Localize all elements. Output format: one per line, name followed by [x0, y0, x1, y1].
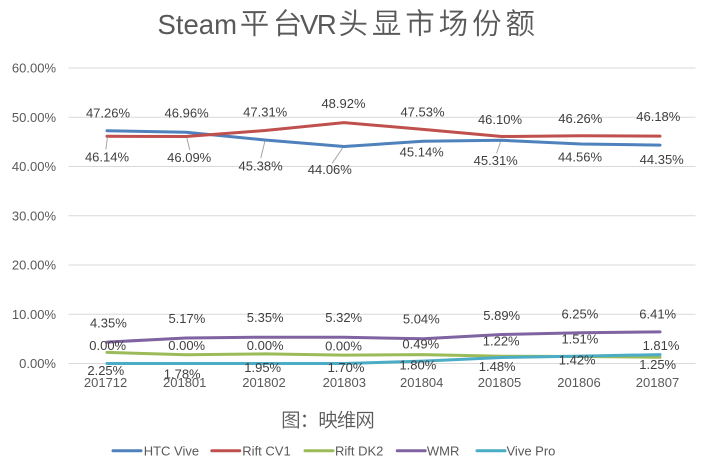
- svg-text:1.42%: 1.42%: [559, 353, 596, 368]
- svg-text:Rift DK2: Rift DK2: [335, 443, 383, 458]
- svg-text:44.35%: 44.35%: [640, 152, 685, 167]
- svg-text:46.26%: 46.26%: [558, 111, 603, 126]
- svg-text:VR: VR: [300, 9, 336, 40]
- svg-text:45.14%: 45.14%: [400, 145, 445, 160]
- svg-text:201712: 201712: [84, 375, 127, 390]
- svg-text:47.53%: 47.53%: [400, 105, 445, 120]
- svg-text:10.00%: 10.00%: [12, 307, 57, 322]
- svg-text:Steam: Steam: [158, 9, 237, 40]
- svg-text:0.00%: 0.00%: [89, 338, 126, 353]
- svg-text:1.25%: 1.25%: [639, 357, 676, 372]
- svg-text:WMR: WMR: [427, 443, 460, 458]
- svg-text:0.00%: 0.00%: [168, 338, 205, 353]
- svg-text:1.70%: 1.70%: [328, 360, 365, 375]
- svg-text:201801: 201801: [163, 375, 206, 390]
- svg-text:1.95%: 1.95%: [244, 360, 281, 375]
- svg-text:201803: 201803: [323, 375, 366, 390]
- svg-text:44.06%: 44.06%: [308, 162, 353, 177]
- svg-text:20.00%: 20.00%: [12, 258, 57, 273]
- svg-text:47.26%: 47.26%: [86, 106, 131, 121]
- svg-text:5.89%: 5.89%: [483, 308, 520, 323]
- svg-text:0.00%: 0.00%: [19, 356, 56, 371]
- svg-text:201802: 201802: [242, 375, 285, 390]
- svg-text:1.80%: 1.80%: [399, 357, 436, 372]
- svg-text:1.22%: 1.22%: [483, 334, 520, 349]
- svg-text:4.35%: 4.35%: [90, 315, 127, 330]
- svg-text:60.00%: 60.00%: [12, 61, 57, 76]
- svg-text:40.00%: 40.00%: [12, 159, 57, 174]
- svg-text:Rift CV1: Rift CV1: [242, 443, 290, 458]
- svg-text:5.35%: 5.35%: [247, 310, 284, 325]
- svg-text:201804: 201804: [400, 375, 443, 390]
- svg-text:45.31%: 45.31%: [474, 153, 519, 168]
- svg-text:HTC Vive: HTC Vive: [144, 443, 199, 458]
- svg-text:0.00%: 0.00%: [325, 339, 362, 354]
- svg-text:Vive Pro: Vive Pro: [507, 443, 556, 458]
- svg-text:1.48%: 1.48%: [479, 359, 516, 374]
- svg-text:45.38%: 45.38%: [239, 159, 284, 174]
- svg-text:46.14%: 46.14%: [85, 149, 130, 164]
- svg-text:5.04%: 5.04%: [403, 312, 440, 327]
- svg-text:46.10%: 46.10%: [478, 112, 523, 127]
- svg-text:46.96%: 46.96%: [165, 106, 210, 121]
- svg-text:0.00%: 0.00%: [247, 338, 284, 353]
- svg-text:6.41%: 6.41%: [639, 307, 676, 322]
- svg-text:1.78%: 1.78%: [164, 367, 201, 382]
- svg-text:201806: 201806: [557, 375, 600, 390]
- svg-text:1.51%: 1.51%: [561, 332, 598, 347]
- svg-text:50.00%: 50.00%: [12, 110, 57, 125]
- svg-text:1.81%: 1.81%: [643, 338, 680, 353]
- svg-text:0.49%: 0.49%: [402, 337, 439, 352]
- svg-text:48.92%: 48.92%: [321, 96, 366, 111]
- svg-text:6.25%: 6.25%: [561, 307, 598, 322]
- svg-text:44.56%: 44.56%: [558, 150, 603, 165]
- svg-text:201807: 201807: [636, 375, 679, 390]
- svg-text:5.32%: 5.32%: [325, 310, 362, 325]
- svg-text:201805: 201805: [478, 375, 521, 390]
- svg-text:2.25%: 2.25%: [87, 363, 124, 378]
- svg-text:5.17%: 5.17%: [168, 311, 205, 326]
- svg-text:30.00%: 30.00%: [12, 208, 57, 223]
- svg-text:46.18%: 46.18%: [636, 109, 681, 124]
- svg-text:46.09%: 46.09%: [167, 150, 212, 165]
- svg-text:47.31%: 47.31%: [243, 105, 288, 120]
